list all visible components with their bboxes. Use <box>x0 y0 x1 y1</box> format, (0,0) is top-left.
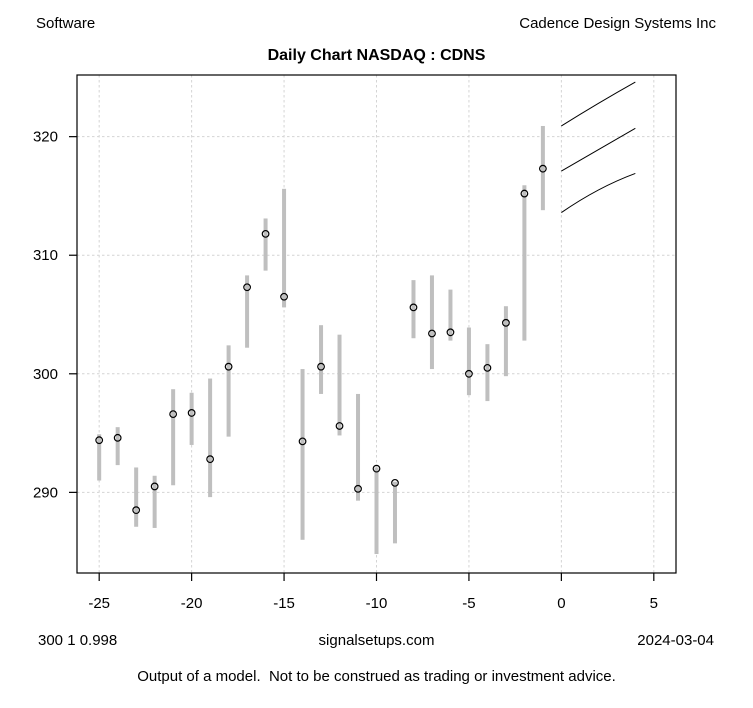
x-axis-tick-label: -20 <box>181 595 203 612</box>
chart-title: Daily Chart NASDAQ : CDNS <box>267 47 486 64</box>
close-marker <box>520 189 529 198</box>
close-marker <box>538 164 547 173</box>
hlc-range-bar <box>300 369 305 540</box>
close-marker <box>169 410 178 419</box>
hlc-range-bar <box>374 467 379 555</box>
close-marker <box>187 409 196 417</box>
hlc-range-bar <box>171 389 176 486</box>
hlc-range-bar <box>208 378 213 498</box>
close-marker <box>354 484 362 493</box>
hlc-range-bar <box>522 185 527 341</box>
y-axis-tick-label: 310 <box>33 247 58 264</box>
close-marker <box>409 303 418 312</box>
y-axis-tick-label: 290 <box>33 484 58 501</box>
forecast-line-upper <box>561 81 636 127</box>
close-marker <box>483 363 492 372</box>
close-marker <box>243 283 251 292</box>
hlc-range-bar <box>263 218 268 271</box>
close-marker <box>224 362 233 371</box>
hlc-range-bar <box>189 392 194 445</box>
x-axis-tick-label: -25 <box>88 595 110 612</box>
x-axis-tick-label: 5 <box>650 595 658 612</box>
close-marker <box>465 369 473 378</box>
hlc-range-bar <box>466 327 471 396</box>
hlc-range-bar <box>134 467 139 527</box>
close-marker <box>446 328 455 337</box>
close-marker <box>206 455 215 464</box>
sector-label: Software <box>36 15 96 32</box>
close-marker <box>113 433 122 442</box>
x-axis-tick-label: -15 <box>273 595 295 612</box>
hlc-range-bar <box>97 434 102 481</box>
hlc-range-bar <box>226 345 231 437</box>
close-marker <box>391 478 399 487</box>
hlc-range-bar <box>429 275 434 370</box>
hlc-range-bar <box>245 275 250 348</box>
close-marker <box>335 422 344 430</box>
hlc-range-bar <box>282 188 287 308</box>
close-marker <box>317 362 325 371</box>
close-marker <box>95 436 104 445</box>
close-marker <box>280 292 288 301</box>
close-marker <box>502 318 510 327</box>
close-marker <box>298 437 307 446</box>
x-axis-tick-label: -5 <box>462 595 475 612</box>
hlc-range-bar <box>411 280 416 339</box>
date-label: 2024-03-04 <box>637 632 714 649</box>
close-marker <box>428 329 436 338</box>
close-marker <box>132 506 141 515</box>
hlc-range-bar <box>485 344 490 402</box>
forecast-line-lower <box>561 172 636 213</box>
close-marker <box>261 229 270 238</box>
hlc-range-bar <box>448 289 453 341</box>
hlc-range-bar <box>115 427 120 466</box>
forecast-line-middle <box>561 127 636 172</box>
model-stats-label: 300 1 0.998 <box>38 632 118 649</box>
x-axis-tick-label: -10 <box>366 595 388 612</box>
y-axis-tick-label: 320 <box>33 129 58 146</box>
y-axis-tick-label: 300 <box>33 366 58 383</box>
close-marker <box>150 482 159 491</box>
hlc-range-bar <box>392 481 397 544</box>
close-marker <box>372 464 381 473</box>
hlc-range-bar <box>152 475 157 528</box>
hlc-range-bar <box>503 306 508 377</box>
hlc-range-bar <box>337 334 342 436</box>
hlc-range-bar <box>319 325 324 394</box>
hlc-range-bar <box>356 393 361 501</box>
disclaimer-text: Output of a model. Not to be construed a… <box>137 668 616 685</box>
company-name-label: Cadence Design Systems Inc <box>519 15 716 32</box>
website-label: signalsetups.com <box>318 632 435 649</box>
hlc-range-bar <box>540 125 545 211</box>
x-axis-tick-label: 0 <box>557 595 565 612</box>
